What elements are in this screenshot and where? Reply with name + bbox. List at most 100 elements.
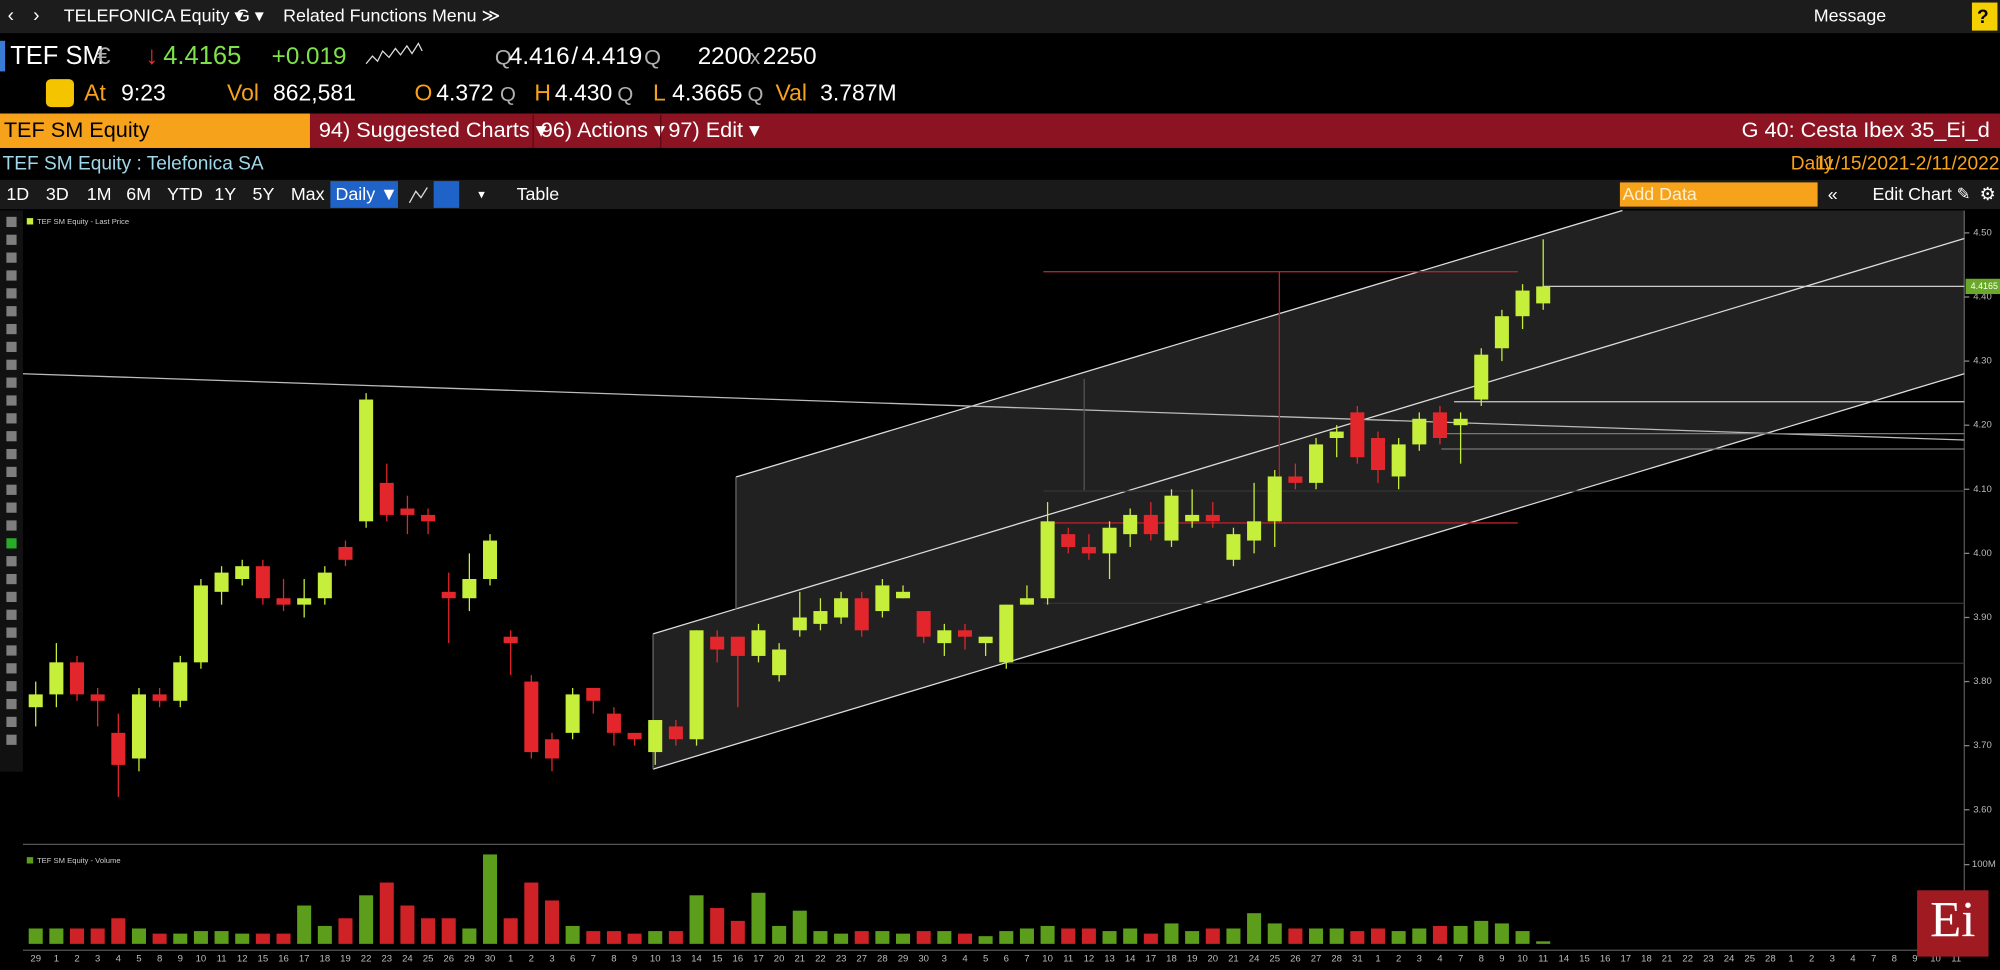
tool-icon[interactable] [6,431,17,442]
tool-icon[interactable] [6,556,17,567]
collapse-icon[interactable]: « [1828,184,1838,204]
candle-body [1040,521,1055,599]
candle-body [503,636,518,644]
x-tick-label: 1 [1788,954,1793,965]
period-button[interactable]: 1Y [214,184,236,204]
tool-icon[interactable] [6,627,17,638]
security-menu[interactable]: TELEFONICA Equity ▾ [64,5,244,25]
menu-item[interactable]: 96) Actions ▾ [541,117,665,142]
period-button[interactable]: Max [291,184,325,204]
candle-body [875,585,890,612]
period-button[interactable]: 3D [46,184,69,204]
settings-icon[interactable]: ⚙ [1980,184,1996,204]
alert-icon[interactable] [45,79,74,108]
tool-icon[interactable] [6,573,17,585]
candle-body [978,636,993,644]
tool-icon[interactable] [6,270,17,281]
volume-bar [173,933,188,944]
x-tick-label: 4 [1437,954,1443,965]
period-button[interactable]: 1D [6,184,29,204]
channel-middle [652,237,1965,635]
tool-icon[interactable] [6,591,17,603]
frequency-button[interactable]: Daily ▼ [335,184,397,204]
menu-item[interactable]: 97) Edit ▾ [668,117,760,142]
tool-icon[interactable] [6,377,17,388]
forward-button[interactable]: › [33,6,39,27]
x-tick-label: 18 [320,954,331,965]
volume: 862,581 [273,79,356,105]
dropdown-icon[interactable]: ▾ [478,187,485,202]
tool-icon[interactable] [6,663,17,674]
volume-bar [1185,931,1200,944]
x-tick-label: 22 [815,954,826,965]
period-button[interactable]: 6M [126,184,151,204]
tool-icon[interactable] [6,645,17,656]
tool-icon[interactable] [6,698,17,710]
x-tick-label: 31 [1352,954,1363,965]
edit-chart[interactable]: Edit Chart [1872,184,1951,204]
tool-icon[interactable] [6,359,17,370]
add-data-box[interactable] [1619,182,1818,207]
function-menu[interactable]: G ▾ [236,5,264,25]
related-menu[interactable]: Related Functions Menu ≫ [283,5,500,25]
help-button[interactable]: ? [1977,7,1989,28]
period-button[interactable]: 1M [87,184,112,204]
candle-body [854,598,869,631]
frequency-box[interactable] [330,181,398,208]
tool-icon[interactable] [6,448,17,460]
candle-body [1247,521,1262,541]
x-tick-label: 21 [1662,954,1673,965]
back-button[interactable]: ‹ [8,6,14,27]
x-tick-label: 28 [877,954,888,965]
tool-icon[interactable] [6,341,17,353]
low: 4.3665 [672,79,742,105]
tool-icon[interactable] [6,466,17,478]
tool-icon[interactable] [6,323,17,335]
channel-shade [653,210,1965,770]
x-tick-label: 30 [485,954,496,965]
tool-icon[interactable] [6,502,17,513]
edit-icon[interactable]: ✎ [1957,185,1971,204]
tool-icon[interactable] [6,681,17,692]
legend-swatch [26,218,34,225]
candle-body [544,739,559,759]
x-tick-label: 28 [1331,954,1342,965]
candle-icon[interactable] [433,181,460,208]
candle-body [49,662,64,695]
tool-icon[interactable] [6,252,17,263]
x-tick-label: 12 [237,954,248,965]
x-tick-label: 9 [1912,954,1917,965]
tool-icon[interactable] [6,288,17,299]
message-button[interactable]: Message [1814,5,1886,25]
period-button[interactable]: 5Y [253,184,275,204]
tool-icon[interactable] [6,234,17,245]
tool-icon[interactable] [6,413,17,424]
bid-size: 2200 [698,43,752,70]
quote-flag: Q [495,44,512,69]
volume-bar [1081,928,1096,944]
x-tick-label: 17 [753,954,764,965]
tool-icon[interactable] [6,520,17,531]
add-data[interactable]: Add Data [1622,184,1696,204]
period-button[interactable]: YTD [167,184,203,204]
help-box[interactable] [1971,2,1998,31]
x-tick-label: 9 [632,954,637,965]
x-tick-label: 25 [423,954,434,965]
x-tick-label: 12 [1084,954,1095,965]
menu-item[interactable]: 94) Suggested Charts ▾ [319,117,547,142]
candle-body [1515,290,1530,317]
table-button[interactable]: Table [517,184,560,204]
tool-icon[interactable] [6,484,17,495]
channel-upper [735,209,1623,478]
tool-icon[interactable] [6,609,17,620]
tool-icon[interactable] [6,716,17,728]
y-tick-label: 4.20 [1973,420,1992,431]
tool-icon[interactable] [6,538,17,549]
tool-icon[interactable] [6,395,17,406]
candle-body [338,546,353,560]
tool-icon[interactable] [6,306,17,317]
line-icon[interactable] [408,187,428,204]
tool-icon[interactable] [6,216,17,228]
tool-icon[interactable] [6,734,17,745]
volume-bar [1226,928,1241,944]
